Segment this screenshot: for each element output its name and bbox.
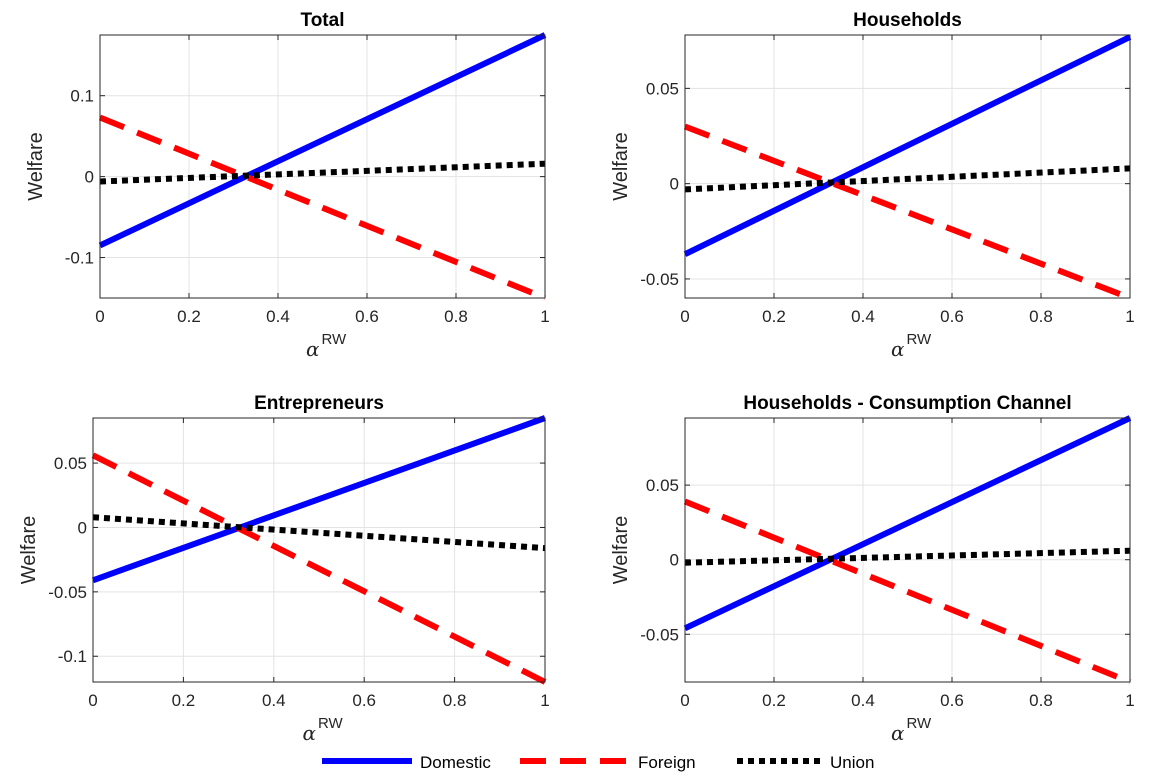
y-tick-label: 0.1 — [70, 87, 94, 106]
plot-area — [685, 418, 1130, 682]
y-tick-label: 0.05 — [54, 454, 87, 473]
x-tick-label: 0.4 — [266, 307, 290, 326]
y-tick-label: -0.05 — [640, 625, 679, 644]
y-tick-label: -0.05 — [640, 270, 679, 289]
y-tick-label: 0 — [85, 168, 94, 187]
x-axis-label: α RW — [891, 715, 932, 745]
x-axis-label: α RW — [306, 331, 347, 361]
legend-item-domestic: Domestic — [322, 753, 491, 772]
y-axis-label: Welfare — [610, 132, 632, 201]
panel-title: Total — [301, 10, 345, 31]
y-tick-label: 0.05 — [646, 476, 679, 495]
series-line-union — [684, 547, 1131, 566]
x-axis-superscript: RW — [322, 331, 348, 348]
x-axis-superscript: RW — [907, 715, 933, 732]
panel-4: 0 0.2 0.4 0.6 0.8 1 -0.05 0 0.05 Households - Con… — [610, 393, 1135, 745]
series-group — [98, 32, 547, 301]
y-axis-label: Welfare — [610, 516, 632, 585]
x-tick-label: 0.8 — [443, 691, 467, 710]
x-tick-label: 0.4 — [851, 691, 875, 710]
y-tick-label: 0 — [670, 175, 679, 194]
x-tick-label: 0 — [95, 307, 104, 326]
x-tick-label: 0.8 — [1029, 691, 1053, 710]
x-tick-label: 0.2 — [762, 691, 786, 710]
axes-box — [684, 417, 1131, 683]
legend-item-foreign: Foreign — [520, 753, 696, 772]
x-tick-label: 0.4 — [851, 307, 875, 326]
panel-1: 0 0.2 0.4 0.6 0.8 1 -0.1 0 0.1 Total Welfare α RW — [25, 10, 550, 361]
series-line-domestic — [683, 415, 1132, 632]
x-tick-label: 0.8 — [444, 307, 468, 326]
series-group — [683, 34, 1132, 301]
axes-box — [684, 34, 1131, 299]
y-tick-label: 0 — [78, 518, 87, 537]
axes-box — [99, 34, 546, 299]
y-tick-label: 0.05 — [646, 79, 679, 98]
x-axis-symbol: α — [306, 337, 320, 361]
x-tick-label: 1 — [540, 307, 549, 326]
plot-area — [93, 418, 545, 682]
series-group — [683, 415, 1132, 685]
panel-title: Entrepreneurs — [254, 393, 384, 414]
x-axis-superscript: RW — [907, 331, 933, 348]
x-tick-label: 0 — [680, 307, 689, 326]
series-line-foreign — [683, 498, 1132, 685]
x-tick-label: 1 — [540, 691, 549, 710]
y-axis-label: Welfare — [25, 132, 47, 201]
y-tick-label: 0 — [670, 551, 679, 570]
y-tick-label: -0.05 — [48, 583, 87, 602]
series-line-union — [99, 160, 546, 185]
y-tick-label: -0.1 — [65, 249, 94, 268]
legend: Domestic Foreign Union — [322, 753, 874, 772]
x-tick-label: 0.6 — [940, 691, 964, 710]
x-tick-label: 0 — [88, 691, 97, 710]
x-tick-label: 0.2 — [177, 307, 201, 326]
series-line-domestic — [91, 415, 547, 584]
x-axis-label: α RW — [891, 331, 932, 361]
panel-title: Households - Consumption Channel — [743, 393, 1071, 414]
y-tick-label: -0.1 — [58, 647, 87, 666]
x-axis-superscript: RW — [318, 715, 344, 732]
axes-box — [92, 417, 546, 683]
legend-item-union: Union — [737, 753, 874, 772]
legend-label: Domestic — [420, 753, 491, 772]
series-line-domestic — [98, 32, 547, 249]
legend-label: Union — [830, 753, 874, 772]
series-line-union — [684, 165, 1131, 193]
panel-2: 0 0.2 0.4 0.6 0.8 1-0.0500.05HouseholdsWelfar… — [610, 10, 1135, 361]
x-tick-label: 1 — [1125, 307, 1134, 326]
plot-area — [100, 35, 545, 298]
legend-label: Foreign — [638, 753, 696, 772]
x-tick-label: 0.4 — [262, 691, 286, 710]
x-tick-label: 0.6 — [355, 307, 379, 326]
series-line-domestic — [683, 34, 1132, 257]
series-line-foreign — [91, 452, 547, 685]
plot-area — [685, 35, 1130, 298]
x-axis-symbol: α — [891, 337, 905, 361]
series-group — [91, 415, 547, 685]
x-tick-label: 0.6 — [940, 307, 964, 326]
x-tick-label: 0.6 — [352, 691, 376, 710]
x-tick-label: 1 — [1125, 691, 1134, 710]
x-tick-label: 0.2 — [172, 691, 196, 710]
x-axis-symbol: α — [891, 721, 905, 745]
x-axis-symbol: α — [302, 721, 316, 745]
x-tick-label: 0.2 — [762, 307, 786, 326]
panel-3: 0 0.2 0.4 0.6 0.8 1 -0.1 -0.05 0 0.05 Entrepreneur… — [18, 393, 550, 745]
series-line-foreign — [98, 114, 547, 301]
y-axis-label: Welfare — [18, 516, 40, 585]
panel-title: Households — [853, 10, 962, 31]
series-line-union — [92, 514, 546, 552]
x-axis-label: α RW — [302, 715, 343, 745]
x-tick-label: 0 — [680, 691, 689, 710]
x-tick-label: 0.8 — [1029, 307, 1053, 326]
